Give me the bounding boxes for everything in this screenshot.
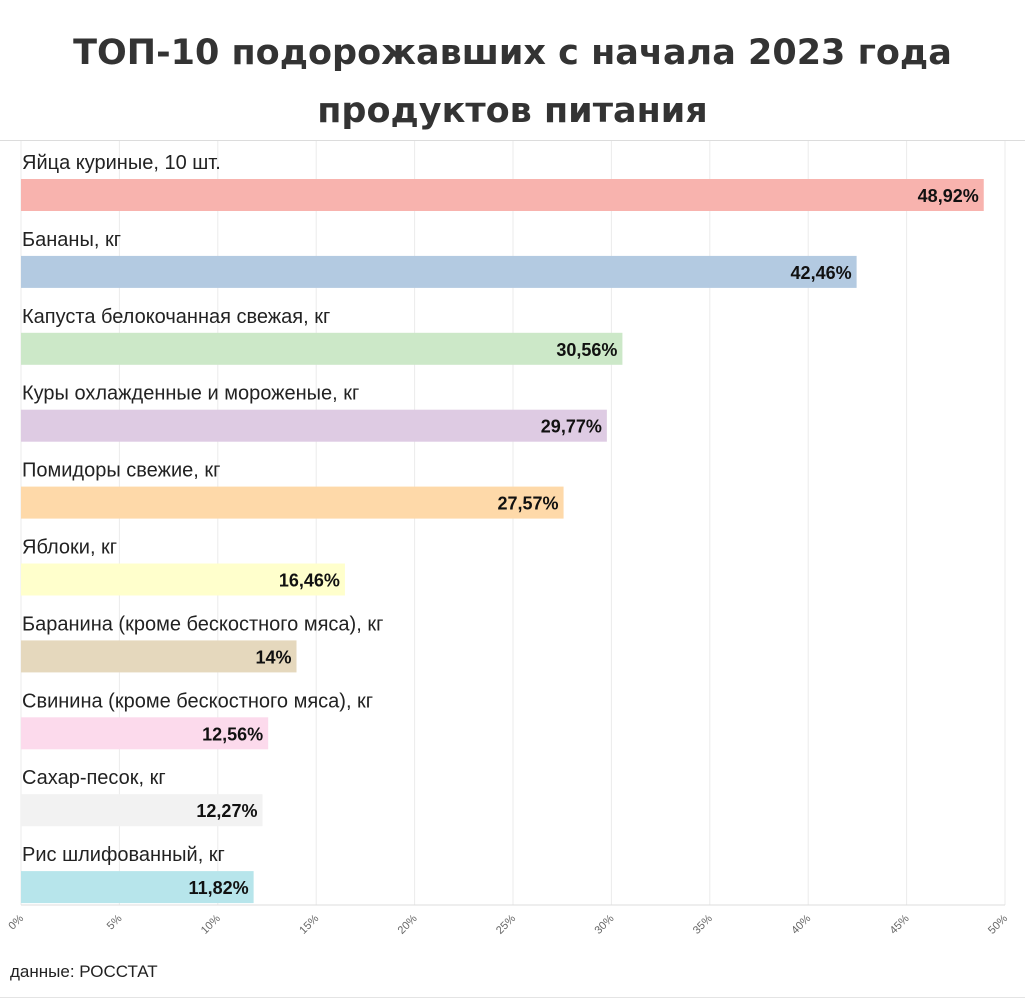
x-tick-label: 0% [6, 912, 26, 932]
bar [21, 409, 607, 442]
source-note: данные: РОССТАТ [10, 962, 158, 981]
bar [21, 794, 263, 827]
bar-chart: 0% 5% 10% 15% 20% 25% 30% 35% 40% 45% 50% Яйца кури… [6, 141, 1010, 937]
value-label: 48,92% [918, 186, 979, 206]
bar [21, 640, 297, 673]
x-tick-label: 15% [297, 912, 321, 936]
value-label: 11,82% [189, 878, 249, 898]
x-tick-label: 25% [494, 912, 518, 936]
bar [21, 486, 564, 519]
category-label: Рис шлифованный, кг [22, 844, 225, 866]
bar [21, 563, 345, 596]
category-label: Баранина (кроме бескостного мяса), кг [22, 613, 383, 635]
chart-title: ТОП-10 подорожавших с начала 2023 года п… [0, 24, 1025, 140]
value-label: 27,57% [498, 494, 559, 514]
x-tick-label: 5% [105, 912, 125, 932]
x-tick-label: 40% [789, 912, 813, 936]
category-label: Капуста белокочанная свежая, кг [22, 306, 330, 328]
chart-title-line-1: ТОП-10 подорожавших с начала 2023 года [73, 33, 952, 73]
x-tick-label: 10% [199, 912, 223, 936]
value-label: 42,46% [791, 263, 852, 283]
category-label: Бананы, кг [22, 229, 121, 251]
x-tick-label: 35% [691, 912, 715, 936]
category-label: Помидоры свежие, кг [22, 460, 220, 482]
category-label: Свинина (кроме бескостного мяса), кг [22, 690, 373, 712]
category-label: Яблоки, кг [22, 537, 117, 559]
x-tick-label: 30% [592, 912, 616, 936]
category-label: Яйца куриные, 10 шт. [22, 152, 221, 174]
bar [21, 255, 857, 288]
x-tick-label: 45% [888, 912, 912, 936]
bar [21, 332, 623, 365]
value-label: 16,46% [279, 571, 340, 591]
value-label: 12,56% [202, 724, 263, 744]
value-label: 30,56% [556, 340, 617, 360]
title-divider [0, 140, 1025, 141]
chart-title-line-2: продуктов питания [317, 91, 708, 131]
category-label: Сахар-песок, кг [22, 767, 166, 789]
bar [21, 717, 269, 750]
category-label: Куры охлажденные и мороженые, кг [22, 383, 359, 405]
value-label: 29,77% [541, 417, 602, 437]
value-label: 14% [255, 647, 291, 667]
value-label: 12,27% [196, 801, 257, 821]
bar [21, 871, 254, 904]
bar [21, 179, 984, 211]
x-tick-label: 50% [986, 912, 1010, 936]
bottom-divider [0, 997, 1025, 998]
x-tick-label: 20% [396, 912, 420, 936]
